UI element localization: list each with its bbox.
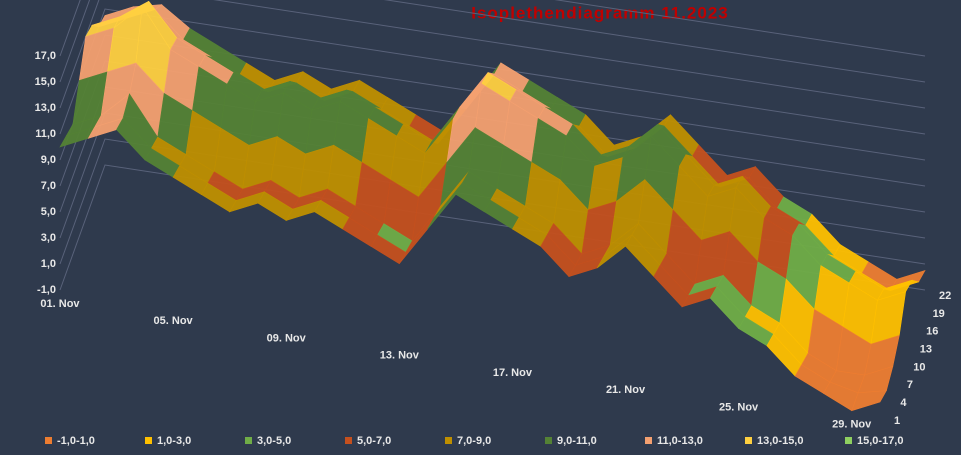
- depth-tick-label: 13: [920, 343, 932, 355]
- depth-tick-label: 19: [933, 308, 945, 320]
- x-tick-label: 09. Nov: [267, 332, 307, 344]
- legend-swatch: [145, 437, 152, 444]
- grid-line: [59, 8, 926, 135]
- x-tick-label: 29. Nov: [832, 419, 872, 431]
- legend-swatch: [545, 437, 552, 444]
- z-tick-label: 15,0: [35, 76, 56, 88]
- z-tick-label: 17,0: [35, 50, 56, 62]
- legend-swatch: [345, 437, 352, 444]
- legend-label: 9,0-11,0: [557, 435, 597, 447]
- z-tick-label: 11,0: [35, 128, 56, 140]
- z-tick-label: 1,0: [41, 258, 56, 270]
- legend-label: 13,0-15,0: [757, 435, 803, 447]
- grid-line: [59, 0, 926, 109]
- z-tick-label: 3,0: [41, 232, 56, 244]
- grid-line: [59, 0, 926, 83]
- x-tick-label: 25. Nov: [719, 401, 759, 413]
- legend-swatch: [845, 437, 852, 444]
- depth-tick-label: 4: [900, 397, 907, 409]
- legend-label: 5,0-7,0: [357, 435, 391, 447]
- legend-label: 1,0-3,0: [157, 435, 191, 447]
- x-tick-label: 17. Nov: [493, 367, 533, 379]
- x-tick-label: 21. Nov: [606, 384, 646, 396]
- surface-cell: [851, 390, 887, 412]
- legend-swatch: [45, 437, 52, 444]
- legend-label: 3,0-5,0: [257, 435, 291, 447]
- x-tick-label: 05. Nov: [154, 315, 194, 327]
- legend-swatch: [245, 437, 252, 444]
- depth-tick-label: 7: [907, 379, 913, 391]
- z-tick-label: 13,0: [35, 102, 56, 114]
- legend-label: 7,0-9,0: [457, 435, 491, 447]
- z-tick-label: 5,0: [41, 206, 56, 218]
- depth-tick-label: 16: [926, 326, 938, 338]
- legend-swatch: [745, 437, 752, 444]
- grid-line: [59, 0, 926, 57]
- legend-swatch: [445, 437, 452, 444]
- legend-label: 15,0-17,0: [857, 435, 903, 447]
- x-tick-label: 13. Nov: [380, 350, 420, 362]
- legend-swatch: [645, 437, 652, 444]
- z-tick-label: 7,0: [41, 180, 56, 192]
- x-tick-label: 01. Nov: [40, 298, 80, 310]
- depth-tick-label: 22: [939, 290, 951, 302]
- chart-title: Isoplethendiagramm 11.2023: [471, 3, 729, 22]
- depth-tick-label: 1: [894, 415, 900, 427]
- legend-label: 11,0-13,0: [657, 435, 703, 447]
- legend-label: -1,0-1,0: [57, 435, 95, 447]
- z-tick-label: -1,0: [37, 284, 56, 296]
- depth-tick-label: 10: [913, 361, 925, 373]
- z-tick-label: 9,0: [41, 154, 56, 166]
